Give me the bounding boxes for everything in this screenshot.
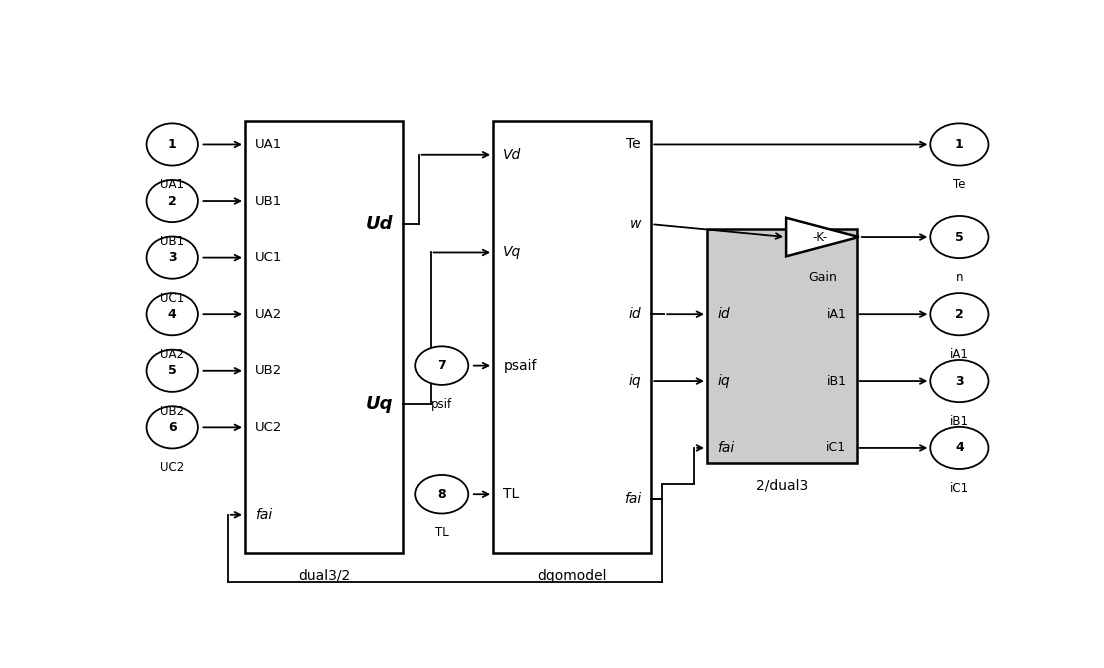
Text: 3: 3 <box>955 375 964 387</box>
FancyBboxPatch shape <box>245 122 403 553</box>
Text: Vq: Vq <box>503 245 521 259</box>
Text: UC1: UC1 <box>255 251 283 264</box>
Text: iB1: iB1 <box>827 375 847 387</box>
FancyBboxPatch shape <box>707 229 857 464</box>
Text: UB2: UB2 <box>160 405 184 418</box>
Text: 4: 4 <box>168 308 177 321</box>
Text: iA1: iA1 <box>949 348 969 361</box>
Text: Te: Te <box>953 178 966 192</box>
Text: UB2: UB2 <box>255 364 283 377</box>
Ellipse shape <box>931 216 988 258</box>
Text: Vd: Vd <box>503 148 521 162</box>
Text: psif: psif <box>432 397 453 411</box>
Text: iB1: iB1 <box>949 415 969 428</box>
Text: 2: 2 <box>168 194 177 208</box>
Ellipse shape <box>931 293 988 335</box>
Ellipse shape <box>147 180 198 222</box>
Text: 6: 6 <box>168 421 177 434</box>
Ellipse shape <box>415 475 468 514</box>
Text: -K-: -K- <box>813 230 828 244</box>
Text: 1: 1 <box>955 138 964 151</box>
Text: UB1: UB1 <box>160 235 184 248</box>
Text: UA1: UA1 <box>255 138 283 151</box>
Polygon shape <box>786 218 859 257</box>
Text: iA1: iA1 <box>827 308 847 321</box>
Text: 5: 5 <box>955 230 964 244</box>
Text: UC2: UC2 <box>255 421 283 434</box>
Text: UB1: UB1 <box>255 194 283 208</box>
Text: id: id <box>628 307 641 321</box>
Text: 8: 8 <box>437 488 446 501</box>
Text: Gain: Gain <box>808 271 837 284</box>
Ellipse shape <box>931 124 988 166</box>
Text: 7: 7 <box>437 359 446 372</box>
Text: Te: Te <box>626 138 641 152</box>
Text: id: id <box>718 307 730 321</box>
Text: UC1: UC1 <box>160 291 184 305</box>
Ellipse shape <box>931 360 988 402</box>
Text: fai: fai <box>718 441 734 455</box>
Text: iC1: iC1 <box>826 442 847 454</box>
Ellipse shape <box>415 346 468 385</box>
Text: UC2: UC2 <box>160 462 184 474</box>
Text: TL: TL <box>435 526 448 539</box>
Text: UA1: UA1 <box>160 178 184 192</box>
Text: 3: 3 <box>168 251 177 264</box>
Ellipse shape <box>147 349 198 392</box>
Text: dual3/2: dual3/2 <box>298 569 350 582</box>
Text: dqomodel: dqomodel <box>538 569 607 582</box>
Text: psaif: psaif <box>503 359 537 373</box>
Text: UA2: UA2 <box>160 348 184 361</box>
Ellipse shape <box>931 427 988 469</box>
Text: w: w <box>629 217 641 231</box>
Ellipse shape <box>147 236 198 279</box>
Text: TL: TL <box>503 487 520 501</box>
FancyBboxPatch shape <box>493 122 651 553</box>
Ellipse shape <box>147 293 198 335</box>
Text: n: n <box>956 271 963 284</box>
Text: Ud: Ud <box>365 215 393 233</box>
Text: fai: fai <box>255 508 273 522</box>
Text: iq: iq <box>628 374 641 388</box>
Text: 1: 1 <box>168 138 177 151</box>
Text: Uq: Uq <box>365 395 393 413</box>
Text: fai: fai <box>624 492 641 506</box>
Ellipse shape <box>147 124 198 166</box>
Text: 2/dual3: 2/dual3 <box>756 479 808 493</box>
Ellipse shape <box>147 406 198 448</box>
Text: iC1: iC1 <box>949 482 969 495</box>
Text: UA2: UA2 <box>255 308 283 321</box>
Text: 5: 5 <box>168 364 177 377</box>
Text: 4: 4 <box>955 442 964 454</box>
Text: iq: iq <box>718 374 730 388</box>
Text: 2: 2 <box>955 308 964 321</box>
